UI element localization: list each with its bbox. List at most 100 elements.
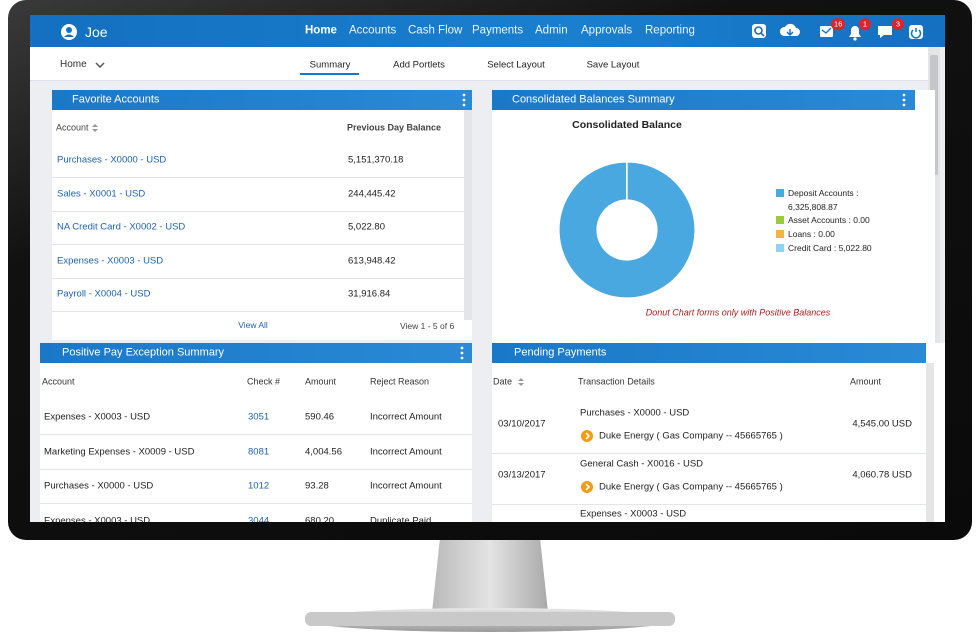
check-link[interactable]: 1012: [248, 480, 270, 492]
cell: 4,004.56: [305, 445, 342, 457]
payee-icon-arrow: [585, 482, 591, 491]
account-link[interactable]: Purchases - X0000 - USD: [57, 154, 167, 166]
legend-label: Credit Card : 5,022.80: [788, 242, 872, 253]
menu-dot: [462, 98, 466, 102]
menu-dot: [460, 346, 464, 350]
sub-nav-tab[interactable]: Select Layout: [487, 59, 545, 71]
legend-swatch: [776, 230, 784, 238]
sub-nav-tab[interactable]: Add Portlets: [393, 59, 445, 71]
payment-amount: 4,060.78 USD: [852, 468, 912, 480]
payee: Duke Energy ( Gas Company -- 45665765 ): [599, 480, 783, 492]
account-link[interactable]: Payroll - X0004 - USD: [57, 288, 151, 300]
payee-icon: [581, 430, 593, 442]
payment-date: 03/13/2017: [498, 468, 546, 480]
menu-dot: [460, 351, 464, 355]
balance: 613,948.42: [348, 254, 396, 266]
consolidated-portlet: Consolidated Balances Summary Consolidat…: [492, 90, 935, 345]
menu-dot: [902, 98, 906, 102]
nav-item[interactable]: Admin: [535, 24, 568, 37]
account-link[interactable]: Expenses - X0003 - USD: [57, 254, 164, 266]
portlet-menu[interactable]: [938, 346, 942, 360]
cell: 590.46: [305, 411, 335, 423]
check-link[interactable]: 8081: [248, 445, 270, 457]
menu-dot: [460, 356, 464, 360]
portlet-menu[interactable]: [462, 93, 466, 107]
payment-account: Expenses - X0003 - USD: [580, 508, 687, 520]
cell: Purchases - X0000 - USD: [44, 480, 154, 492]
donut-slice: [558, 161, 696, 299]
cell: Marketing Expenses - X0009 - USD: [44, 445, 195, 457]
notification-badge: 3: [892, 18, 904, 30]
nav-item[interactable]: Approvals: [581, 24, 633, 37]
portlet-header: Pending Payments: [492, 343, 942, 363]
account-link[interactable]: Sales - X0001 - USD: [57, 187, 146, 199]
nav-item[interactable]: Accounts: [349, 24, 397, 37]
sort-icon[interactable]: [518, 378, 524, 386]
sort-icon[interactable]: [92, 124, 98, 132]
chart-note: Donut Chart forms only with Positive Bal…: [645, 307, 831, 318]
row-separator: [492, 503, 926, 505]
column-header: Reject Reason: [370, 376, 430, 387]
row-separator: [40, 503, 472, 505]
row-separator: [40, 434, 472, 435]
sub-nav-tab[interactable]: Summary: [309, 59, 351, 71]
row-separator: [52, 210, 464, 212]
sort-arrows: [92, 124, 98, 132]
row-separator: [52, 311, 464, 312]
payee-icon-bg: [581, 480, 593, 493]
menu-dot: [938, 356, 942, 360]
portlet-menu[interactable]: [902, 93, 906, 107]
notification-badge: 16: [831, 18, 846, 30]
view-all-link[interactable]: View All: [238, 319, 268, 330]
payee-icon-bg: [581, 430, 593, 442]
screen: Joe Home Accounts Cash Flow Payments Admin Ap…: [30, 15, 945, 522]
nav-item[interactable]: Cash Flow: [408, 24, 463, 37]
column-header: Account: [42, 376, 75, 387]
column-header[interactable]: Date: [493, 376, 513, 387]
cell: Duplicate Paid: [370, 515, 432, 522]
balance: 244,445.42: [348, 187, 396, 199]
row-separator: [40, 468, 472, 470]
cell: Expenses - X0003 - USD: [44, 515, 151, 522]
cell: 93.28: [305, 480, 329, 492]
payee: Duke Energy ( Gas Company -- 45665765 ): [599, 430, 783, 442]
legend-label: Deposit Accounts :: [788, 187, 859, 198]
payee-icon-arrow: [585, 432, 591, 440]
check-link[interactable]: 3044: [248, 515, 270, 522]
tab-underline: [300, 73, 359, 75]
column-header: Amount: [305, 376, 337, 387]
balance: 5,022.80: [348, 221, 385, 233]
donut-chart: [558, 161, 696, 299]
menu-dot: [902, 103, 906, 107]
column-header: Amount: [850, 376, 882, 387]
portlet-title: Positive Pay Exception Summary: [62, 346, 225, 359]
nav-item[interactable]: Reporting: [645, 24, 695, 37]
menu-dot: [938, 346, 942, 350]
account-link[interactable]: NA Credit Card - X0002 - USD: [57, 221, 186, 233]
menu-dot: [938, 351, 942, 355]
column-header: Check #: [247, 376, 281, 387]
payee-icon: [581, 480, 593, 493]
legend-label: Loans : 0.00: [788, 228, 835, 239]
nav-item[interactable]: Payments: [472, 24, 524, 37]
row-separator: [52, 244, 464, 245]
legend-swatch: [776, 189, 784, 197]
sub-nav-tab[interactable]: Save Layout: [586, 59, 640, 71]
check-link[interactable]: 3051: [248, 411, 270, 423]
column-header: Transaction Details: [578, 376, 655, 387]
favorite-accounts-portlet: Favorite Accounts Account Previous Day Ba…: [52, 90, 472, 340]
scrollbar: [926, 363, 934, 522]
row-separator: [52, 277, 464, 279]
legend-value: 6,325,808.87: [788, 201, 838, 212]
portlet-header: Consolidated Balances Summary: [492, 90, 915, 110]
cell: Incorrect Amount: [370, 480, 442, 492]
menu-dot: [902, 93, 906, 97]
nav-item[interactable]: Home: [305, 24, 337, 37]
portlet-menu[interactable]: [460, 346, 464, 360]
sub-nav: Home Summary Add Portlets Select Layout Sav…: [30, 47, 928, 81]
user-name: Joe: [85, 24, 108, 40]
portlet-header: Positive Pay Exception Summary: [40, 343, 472, 363]
column-header[interactable]: Account: [56, 122, 89, 133]
breadcrumb-home[interactable]: Home: [60, 59, 87, 70]
menu-dot: [462, 93, 466, 97]
